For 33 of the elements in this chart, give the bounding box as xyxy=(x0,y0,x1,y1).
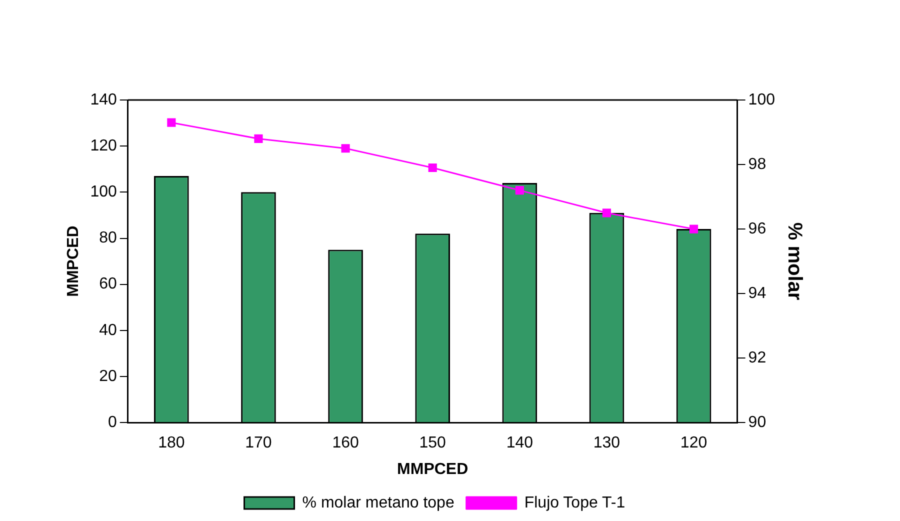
y2-tick-label: 90 xyxy=(748,414,766,432)
x-tick-label: 120 xyxy=(680,434,708,452)
x-axis-title: MMPCED xyxy=(397,460,468,478)
y-axis-title: MMPCED xyxy=(65,226,82,297)
x-tick-label: 180 xyxy=(158,434,185,452)
y-tick-label: 40 xyxy=(99,322,117,339)
x-tick-label: 140 xyxy=(506,434,534,452)
x-tick-label: 170 xyxy=(245,434,272,452)
point xyxy=(428,163,437,172)
point xyxy=(689,224,698,234)
x-tick-label: 130 xyxy=(593,434,620,452)
y-tick-label: 120 xyxy=(90,137,117,154)
point xyxy=(167,118,176,127)
legend-label: % molar metano tope xyxy=(302,494,454,512)
y-tick-label: 60 xyxy=(99,276,117,293)
y2-tick-label: 98 xyxy=(748,156,766,173)
y-tick-label: 80 xyxy=(99,230,117,247)
legend-label: Flujo Tope T-1 xyxy=(524,494,626,512)
point xyxy=(515,186,524,195)
x-tick-label: 160 xyxy=(332,434,359,452)
y2-tick-label: 100 xyxy=(748,91,776,108)
point xyxy=(254,134,263,143)
y2-tick-label: 96 xyxy=(748,220,766,238)
y2-axis-title: % molar xyxy=(783,222,806,300)
y-tick-label: 140 xyxy=(90,91,117,108)
x-tick-label: 150 xyxy=(419,434,446,452)
y-tick-label: 0 xyxy=(108,414,117,432)
point xyxy=(602,208,612,218)
point xyxy=(341,144,350,153)
y2-tick-label: 92 xyxy=(748,349,766,366)
y-tick-label: 20 xyxy=(99,368,117,385)
y-tick-label: 100 xyxy=(90,184,117,201)
y2-tick-label: 94 xyxy=(748,284,766,302)
